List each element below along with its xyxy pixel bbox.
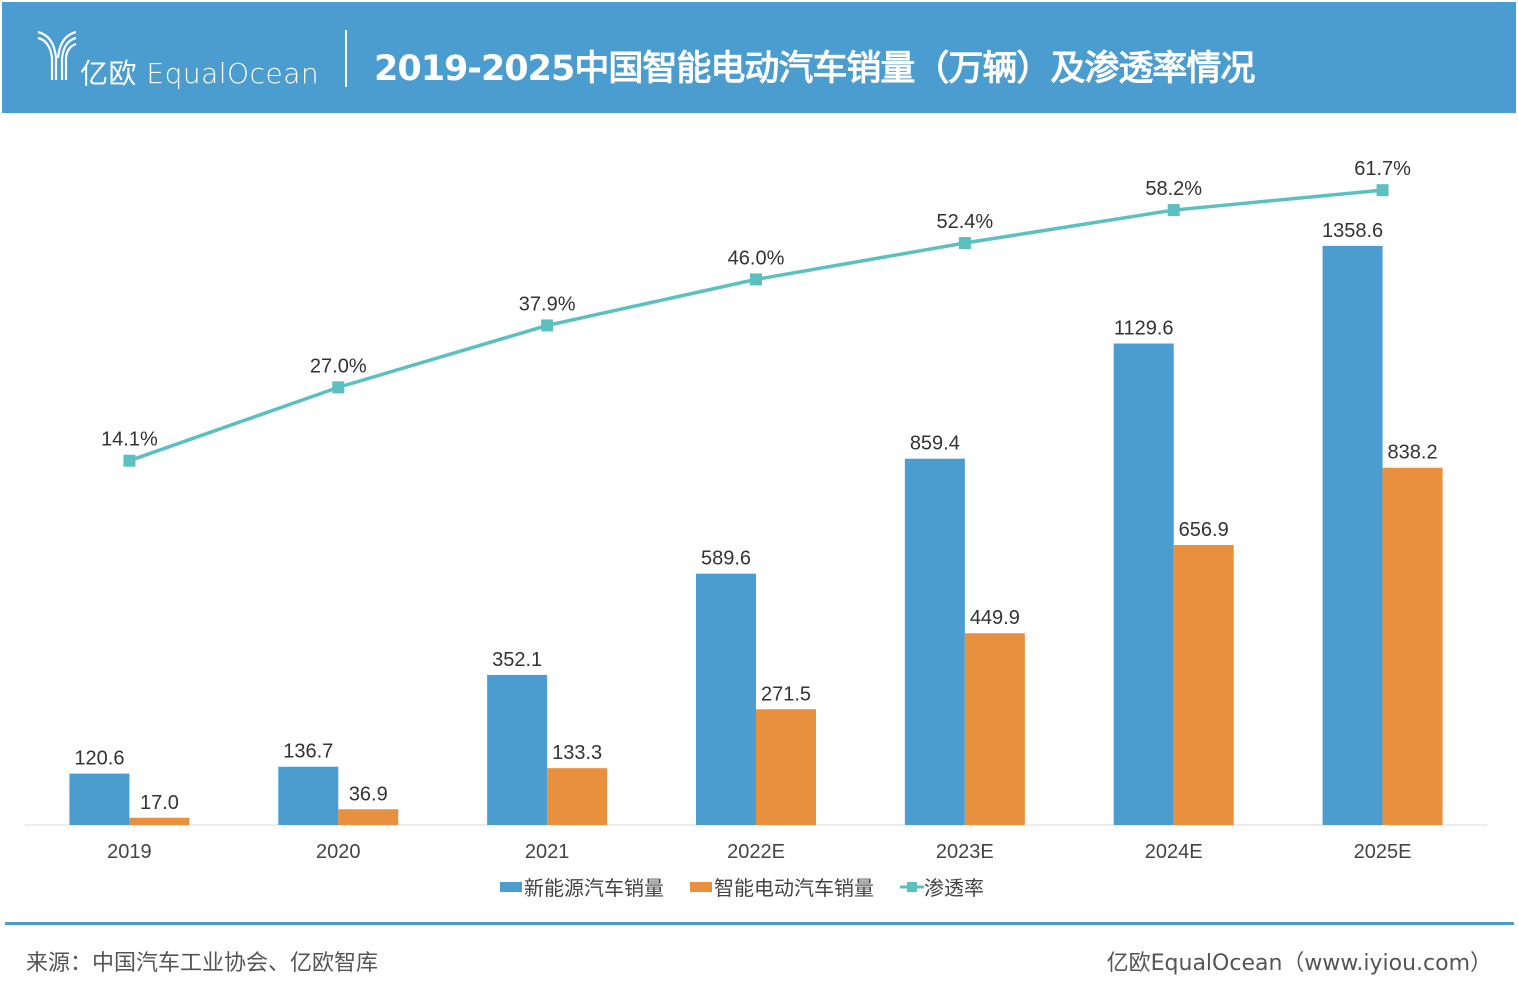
line-data-label: 61.7% bbox=[1354, 158, 1411, 180]
legend-label: 渗透率 bbox=[924, 876, 984, 900]
bar-data-label: 133.3 bbox=[552, 742, 602, 764]
page-title: 2019-2025中国智能电动汽车销量（万辆）及渗透率情况 bbox=[374, 49, 1255, 89]
bar-smart-ev bbox=[1382, 467, 1443, 825]
header-banner: 亿欧 EqualOcean 2019-2025中国智能电动汽车销量（万辆）及渗透… bbox=[2, 2, 1516, 113]
line-data-label: 37.9% bbox=[519, 293, 576, 315]
legend-label: 智能电动汽车销量 bbox=[714, 876, 874, 900]
x-tick-label: 2020 bbox=[316, 841, 361, 863]
bar-nev bbox=[904, 458, 965, 825]
x-tick-label: 2019 bbox=[107, 841, 152, 863]
line-marker bbox=[958, 237, 971, 250]
bar-data-label: 589.6 bbox=[701, 548, 751, 570]
bar-nev bbox=[278, 766, 339, 825]
line-marker bbox=[332, 381, 345, 394]
line-data-label: 52.4% bbox=[936, 211, 993, 233]
bar-data-label: 656.9 bbox=[1179, 519, 1229, 541]
x-tick-label: 2021 bbox=[525, 841, 570, 863]
bar-data-label: 120.6 bbox=[74, 748, 124, 770]
logo-text: 亿欧 EqualOcean bbox=[80, 57, 320, 90]
legend-swatch bbox=[690, 881, 712, 892]
equalocean-logo-icon bbox=[37, 30, 77, 80]
header-divider bbox=[345, 30, 347, 87]
line-marker bbox=[123, 454, 136, 467]
penetration-line bbox=[128, 188, 1383, 463]
legend-line-marker-icon bbox=[900, 881, 924, 892]
x-tick-label: 2025E bbox=[1354, 841, 1412, 863]
legend-label: 新能源汽车销量 bbox=[524, 876, 664, 900]
bar-data-label: 1129.6 bbox=[1114, 318, 1174, 340]
line-marker bbox=[541, 319, 554, 332]
line-data-label: 58.2% bbox=[1145, 178, 1202, 200]
bar-data-label: 17.0 bbox=[140, 792, 179, 814]
line-data-label: 46.0% bbox=[728, 247, 785, 269]
bar-nev bbox=[487, 674, 548, 825]
bar-smart-ev bbox=[547, 768, 608, 825]
bar-smart-ev bbox=[129, 817, 190, 825]
bar-data-label: 1358.6 bbox=[1322, 220, 1383, 242]
source-note: 来源：中国汽车工业协会、亿欧智库 bbox=[26, 951, 379, 976]
bar-data-label: 136.7 bbox=[283, 741, 333, 763]
legend: 新能源汽车销量 智能电动汽车销量 渗透率 bbox=[500, 872, 984, 901]
x-tick-label: 2023E bbox=[936, 841, 994, 863]
line-data-label: 27.0% bbox=[310, 355, 367, 377]
line-data-label: 14.1% bbox=[101, 429, 158, 451]
bar-smart-ev bbox=[756, 709, 816, 825]
line-marker bbox=[1167, 204, 1180, 217]
line-marker bbox=[1376, 184, 1389, 197]
x-tick-label: 2022E bbox=[727, 841, 785, 863]
bar-smart-ev bbox=[964, 633, 1025, 825]
bar-data-label: 36.9 bbox=[349, 783, 388, 805]
legend-item-nev: 新能源汽车销量 bbox=[500, 872, 664, 901]
credit-note: 亿欧EqualOcean（www.iyiou.com） bbox=[1106, 951, 1492, 976]
bar-nev bbox=[1322, 245, 1383, 826]
bar-data-label: 352.1 bbox=[492, 649, 542, 671]
footer-divider bbox=[5, 922, 1514, 925]
bar-smart-ev bbox=[338, 809, 399, 825]
x-tick-label: 2024E bbox=[1145, 841, 1203, 863]
bar-data-label: 271.5 bbox=[761, 683, 811, 705]
bar-nev bbox=[69, 773, 130, 825]
legend-item-smart-ev: 智能电动汽车销量 bbox=[690, 872, 874, 901]
bar-nev bbox=[1113, 343, 1174, 825]
bar-smart-ev bbox=[1173, 544, 1234, 825]
line-marker bbox=[750, 273, 762, 286]
bar-data-label: 449.9 bbox=[970, 607, 1020, 629]
bar-data-label: 859.4 bbox=[910, 433, 960, 455]
legend-item-penetration: 渗透率 bbox=[900, 872, 984, 901]
bar-nev bbox=[696, 573, 756, 825]
legend-swatch bbox=[500, 881, 522, 892]
bar-data-label: 838.2 bbox=[1388, 442, 1438, 464]
